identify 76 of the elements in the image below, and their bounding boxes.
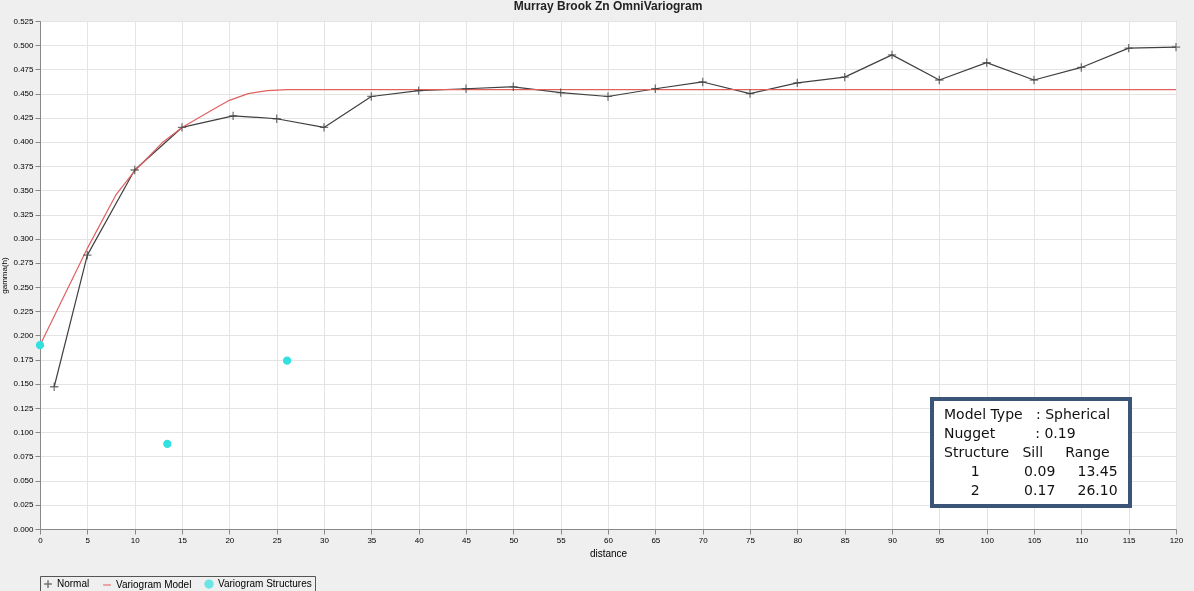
x-tick-label: 70	[698, 535, 709, 545]
point	[745, 88, 755, 99]
annotation: Model Type : Spherical	[944, 405, 1112, 424]
legend-label: Variogram Structures	[218, 578, 312, 590]
y-tick-label: 0.125	[13, 403, 35, 413]
y-tick-label: 0.525	[13, 16, 35, 26]
point	[319, 122, 329, 133]
x-tick-label: 60	[604, 535, 614, 545]
y-tick-label: 0.150	[13, 379, 35, 389]
x-tick-label: 95	[935, 535, 945, 545]
x-tick-label: 105	[1027, 535, 1042, 545]
point	[35, 341, 45, 350]
point	[282, 356, 292, 365]
x-tick-label: 0	[38, 535, 44, 545]
x-tick-label: 40	[414, 535, 425, 545]
y-tick-label: 0.400	[13, 137, 35, 147]
x-tick-label: 30	[320, 535, 330, 545]
x-tick-label: 85	[840, 535, 851, 545]
point	[163, 439, 172, 449]
point	[228, 110, 238, 121]
chart-title: Murray Brook Zn OmniVariogram	[513, 0, 703, 13]
x-tick-label: 100	[980, 535, 995, 545]
legend-label: Variogram Model	[116, 579, 192, 590]
point	[839, 72, 850, 82]
x-tick-label: 25	[272, 535, 283, 545]
x-tick-label: 45	[462, 535, 472, 545]
point	[1029, 75, 1039, 85]
x-tick-label: 5	[85, 535, 91, 545]
x-tick-label: 50	[509, 535, 519, 545]
y-tick-label: 0.200	[13, 330, 35, 340]
point	[934, 75, 945, 85]
y-tick-label: 0.175	[13, 355, 35, 365]
y-tick-label: 0.375	[13, 161, 35, 171]
x-tick-label: 120	[1169, 535, 1184, 545]
x-tick-label: 10	[130, 535, 141, 545]
x-axis-title: distance	[589, 547, 628, 559]
x-tick-label: 20	[225, 535, 235, 545]
point	[603, 91, 613, 102]
y-tick-label: 0.425	[13, 113, 35, 123]
point	[461, 83, 471, 94]
x-tick-label: 90	[888, 535, 898, 545]
y-tick-label: 0.275	[13, 258, 35, 268]
x-tick-label: 55	[556, 535, 567, 545]
x-tick-label: 110	[1075, 535, 1089, 545]
annotation: Nugget : 0.19	[944, 424, 1077, 443]
y-tick-label: 0.100	[13, 427, 35, 437]
x-tick-label: 80	[793, 535, 803, 545]
point	[887, 50, 897, 60]
point	[1171, 42, 1181, 52]
legend-label: Normal	[57, 578, 90, 590]
point	[697, 77, 708, 87]
y-tick-label: 0.475	[13, 64, 35, 74]
x-tick-label: 115	[1122, 535, 1137, 545]
y-tick-label: 0.025	[13, 500, 35, 510]
x-tick-label: 75	[746, 535, 756, 545]
y-tick-label: 0.000	[13, 524, 35, 534]
annotation: Structure Sill Range	[944, 443, 1111, 462]
y-tick-label: 0.350	[13, 185, 35, 195]
y-tick-label: 0.450	[13, 89, 35, 99]
y-tick-label: 0.225	[13, 306, 35, 316]
y-axis-title: gamma(h)	[0, 256, 10, 294]
annotation: 1 0.09 13.45	[969, 462, 1118, 481]
point	[1123, 43, 1134, 53]
point	[792, 78, 803, 88]
x-tick-label: 15	[178, 535, 188, 545]
y-tick-label: 0.250	[13, 282, 35, 292]
point	[177, 122, 187, 133]
y-tick-label: 0.075	[13, 451, 35, 461]
y-tick-label: 0.325	[13, 210, 35, 220]
y-tick-label: 0.300	[13, 234, 35, 244]
y-tick-label: 0.500	[13, 40, 35, 50]
annotation: 2 0.17 26.10	[969, 481, 1118, 500]
x-tick-label: 65	[651, 535, 661, 545]
point	[129, 165, 140, 175]
y-tick-label: 0.050	[13, 476, 35, 486]
x-tick-label: 35	[367, 535, 377, 545]
